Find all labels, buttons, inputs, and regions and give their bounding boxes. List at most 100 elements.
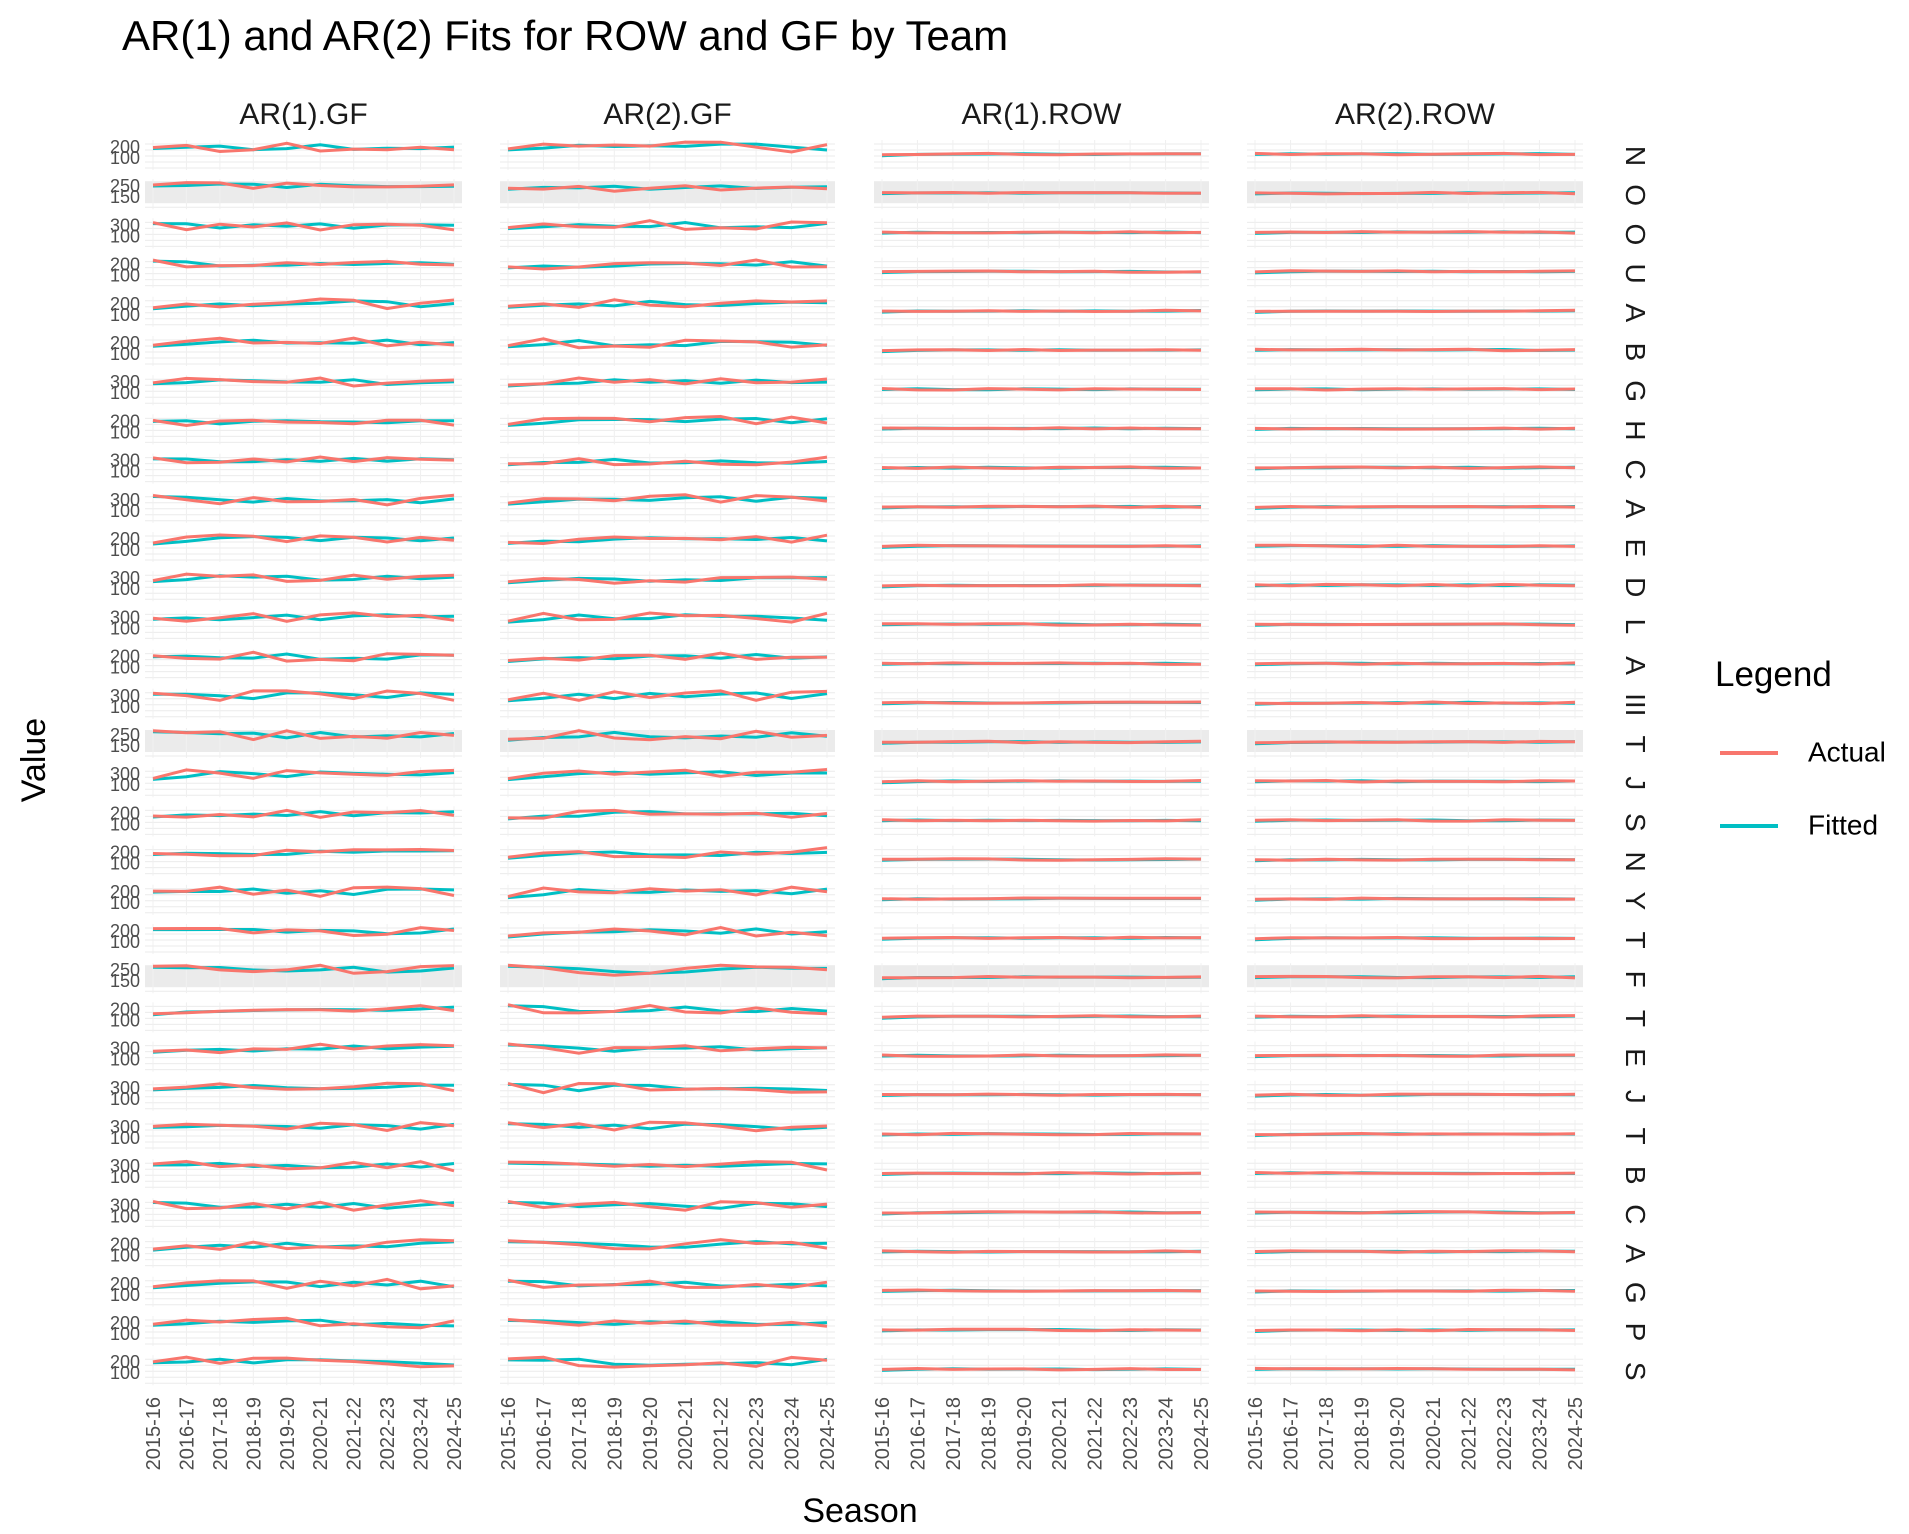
x-tick-label: 2017-18 (1316, 1397, 1338, 1470)
actual-series-line (152, 533, 455, 545)
facet-column-label: AR(1).ROW (962, 98, 1123, 131)
y-tick-label: 100 (110, 1010, 140, 1030)
actual-series-line (882, 974, 1202, 980)
x-tick-label: 2019-20 (640, 1397, 662, 1470)
y-tick-label: 100 (110, 462, 140, 482)
actual-series-line (881, 583, 1202, 588)
legend-item-actual: Actual (1720, 735, 1886, 769)
facet-row-label: N (1620, 851, 1651, 871)
x-tick-label: 2024-25 (817, 1397, 839, 1470)
y-tick-label: 300 (110, 490, 140, 510)
y-tick-label: 100 (110, 775, 140, 795)
facet-row-label: F (1620, 971, 1651, 988)
facet-row-label: A (1620, 656, 1651, 675)
y-tick-label: 300 (110, 607, 140, 627)
actual-series-line (881, 896, 1201, 901)
actual-series-line (881, 1131, 1201, 1137)
facet-row-label: O (1620, 224, 1651, 246)
actual-series-line (507, 533, 828, 546)
actual-series-line (152, 1121, 455, 1133)
facet-row-label: H (1620, 420, 1651, 440)
x-tick-label: 2019-20 (1387, 1397, 1409, 1470)
y-axis-title: Value (15, 718, 53, 802)
actual-series-line (507, 689, 828, 702)
actual-series-line (881, 347, 1202, 353)
y-tick-label: 300 (110, 1039, 140, 1059)
actual-series-line (152, 336, 455, 348)
actual-series-line (507, 925, 828, 938)
actual-series-line (882, 857, 1202, 862)
actual-series-line (881, 465, 1202, 470)
actual-series-line (1254, 1131, 1576, 1137)
actual-series-line (1254, 661, 1576, 666)
actual-series-line (881, 622, 1202, 627)
x-axis-title: Season (802, 1492, 917, 1530)
actual-series-line (507, 1160, 828, 1172)
actual-series-line (507, 651, 828, 662)
y-tick-label: 300 (110, 215, 140, 235)
actual-series-line (1254, 190, 1576, 196)
facet-row-label: N (1620, 146, 1651, 166)
actual-series-line (1254, 622, 1576, 627)
fitted-series-line (507, 142, 828, 152)
x-tick-label: 2021-22 (1458, 1397, 1480, 1470)
actual-series-line (1254, 269, 1576, 274)
actual-series-line (507, 1042, 828, 1055)
actual-series-line (1254, 700, 1576, 706)
x-tick-label: 2022-23 (746, 1397, 768, 1470)
facet-row-label: S (1620, 813, 1651, 832)
y-tick-label: 100 (110, 932, 140, 952)
actual-series-line (1254, 387, 1576, 392)
actual-series-line (507, 493, 828, 505)
facet-row-label: T (1620, 1127, 1651, 1144)
actual-series-line (152, 1277, 455, 1291)
y-tick-label: 100 (110, 854, 140, 874)
actual-series-line (152, 611, 455, 623)
y-tick-label: 200 (110, 999, 140, 1019)
x-tick-label: 2018-19 (243, 1397, 265, 1470)
actual-series-line (1254, 1092, 1576, 1097)
actual-series-line (881, 1014, 1202, 1019)
y-tick-label: 200 (110, 137, 140, 157)
actual-series-line (507, 1003, 828, 1016)
y-tick-label: 150 (110, 736, 140, 756)
y-tick-label: 300 (110, 568, 140, 588)
x-tick-label: 2020-21 (675, 1397, 697, 1470)
actual-series-line (507, 298, 828, 309)
actual-series-line (1254, 504, 1576, 509)
actual-series-line (881, 1249, 1202, 1254)
y-tick-label: 200 (110, 333, 140, 353)
facet-row-label: O (1620, 184, 1651, 206)
actual-series-line (507, 611, 828, 624)
actual-series-line (881, 1210, 1202, 1215)
y-tick-label: 300 (110, 1156, 140, 1176)
y-tick-label: 200 (110, 921, 140, 941)
fitted-series-line (507, 495, 828, 506)
actual-series-line (152, 847, 455, 858)
actual-series-line (507, 219, 828, 231)
y-tick-label: 250 (110, 176, 140, 196)
y-tick-label: 300 (110, 686, 140, 706)
actual-series-line (507, 1278, 828, 1289)
actual-series-line (1254, 1366, 1576, 1372)
y-tick-label: 200 (110, 255, 140, 275)
actual-series-line (152, 258, 455, 269)
x-tick-label: 2024-25 (444, 1397, 466, 1470)
actual-series-line (507, 768, 828, 781)
y-tick-label: 100 (110, 579, 140, 599)
actual-series-line (507, 140, 828, 154)
y-tick-label: 100 (110, 1128, 140, 1148)
actual-series-line (881, 1288, 1202, 1293)
y-tick-label: 300 (110, 372, 140, 392)
y-tick-label: 100 (110, 1246, 140, 1266)
x-tick-label: 2015-16 (498, 1397, 520, 1470)
actual-series-line (882, 739, 1202, 745)
actual-series-line (152, 1004, 455, 1016)
actual-series-line (1254, 935, 1576, 941)
x-tick-label: 2023-24 (1156, 1397, 1178, 1470)
actual-series-line (508, 455, 828, 467)
actual-series-line (152, 1316, 455, 1330)
actual-series-line (1254, 1014, 1576, 1019)
y-tick-label: 100 (110, 618, 140, 638)
